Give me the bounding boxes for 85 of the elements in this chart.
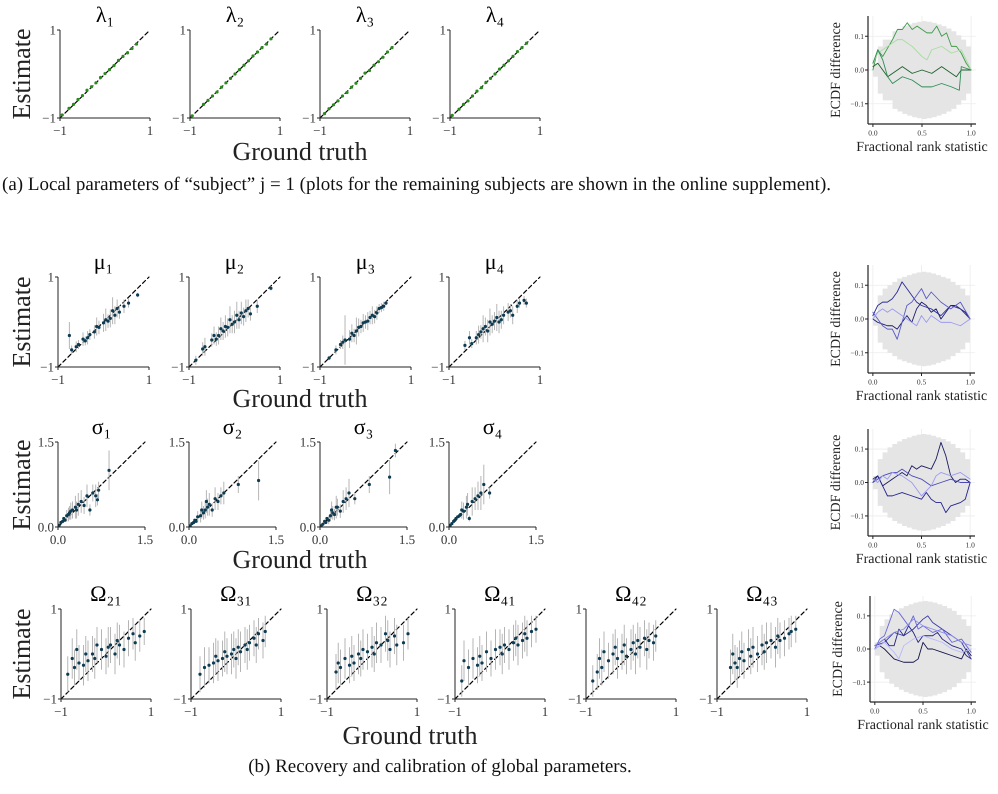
x-tick-label: 1	[408, 372, 414, 387]
y-tick-label: −1	[302, 110, 316, 126]
text: (a) Local parameters of “subject” j = 1 (plots for the remaining subjects are shown in the online supplement).	[2, 174, 832, 196]
y-axis-title: ECDF difference	[829, 434, 844, 530]
x-axis-title: Fractional rank statistic	[856, 552, 988, 567]
x-axis-title: Ground truth	[232, 384, 368, 413]
x-tick-label: 1	[542, 704, 548, 719]
x-tick-label: 1	[414, 704, 420, 719]
y-tick-label: −1	[171, 360, 185, 375]
x-axis-title: Fractional rank statistic	[857, 718, 989, 733]
chart-title: μ₄	[484, 249, 504, 274]
chart-title: σ₄	[482, 414, 502, 439]
y-axis-title: ECDF difference	[831, 601, 846, 697]
x-axis-title: Ground truth	[232, 137, 368, 166]
y-axis-title: ECDF difference	[829, 271, 844, 367]
y-tick-label: 1	[180, 602, 187, 617]
chart-title: λ₂	[226, 2, 244, 27]
y-tick-label: 0.0	[38, 520, 54, 535]
x-tick-label: 1	[276, 123, 284, 138]
y-tick-label: 0.0	[300, 520, 316, 535]
chart-title: Ω₃₁	[220, 581, 252, 606]
y-axis-title: Estimate	[7, 608, 36, 700]
y-tick-label: 1	[178, 270, 185, 285]
y-tick-label: 1	[444, 602, 451, 617]
chart-title: Ω₄₃	[746, 581, 778, 606]
x-tick-label: 1.5	[268, 532, 284, 547]
chart-title: λ₃	[356, 2, 374, 27]
x-tick-label: 1.5	[528, 532, 544, 547]
x-axis-title: Fractional rank statistic	[856, 389, 988, 404]
chart-title: μ₁	[94, 249, 114, 274]
x-tick-label: 1	[536, 372, 544, 387]
x-axis-title: Fractional rank statistic	[856, 140, 988, 155]
chart-title: μ₂	[224, 249, 244, 274]
x-tick-label: 1	[146, 372, 152, 387]
x-tick-label: 1	[146, 123, 154, 138]
y-axis-title: Estimate	[7, 440, 36, 530]
x-tick-label: −1	[579, 704, 593, 719]
y-tick-label: 1	[440, 22, 446, 38]
x-tick-label: 1	[148, 704, 154, 719]
chart-title: Ω₄₂	[615, 581, 647, 606]
y-tick-label: 1	[180, 22, 186, 38]
text: (b) Recovery and calibration of global parameters.	[247, 756, 633, 778]
y-tick-label: 1.5	[168, 434, 185, 450]
x-tick-label: 1	[672, 704, 680, 719]
y-tick-label: −1	[172, 110, 186, 126]
x-tick-label: 1.5	[398, 532, 416, 547]
y-axis-title: Estimate	[7, 276, 36, 368]
y-axis-title: ECDF difference	[829, 22, 844, 118]
chart-title: Ω₂₁	[90, 581, 122, 606]
chart-title: Ω₃₂	[356, 581, 388, 606]
y-tick-label: 0.0	[168, 520, 185, 535]
y-tick-label: −1	[431, 360, 445, 375]
x-tick-label: 1	[804, 704, 810, 719]
x-tick-label: −1	[710, 704, 724, 719]
chart-title: σ₁	[92, 414, 112, 439]
y-tick-label: −1	[302, 360, 316, 375]
x-tick-label: 1.5	[136, 532, 154, 547]
y-tick-label: 1	[50, 22, 56, 38]
y-tick-label: −1	[432, 110, 446, 126]
chart-title: σ₃	[354, 414, 374, 439]
x-tick-label: 1	[276, 372, 284, 387]
chart-title: Ω₄₁	[484, 581, 516, 606]
x-tick-label: −1	[320, 704, 334, 719]
x-axis-title: Ground truth	[232, 545, 368, 574]
chart-title: μ₃	[356, 249, 376, 274]
y-tick-label: 1	[310, 22, 316, 38]
x-tick-label: 1	[536, 123, 544, 138]
y-tick-label: 1	[316, 602, 323, 617]
x-axis-title: Ground truth	[342, 721, 478, 750]
y-axis-title: Estimate	[7, 28, 36, 120]
x-tick-label: 1	[406, 123, 414, 138]
x-tick-label: 1	[278, 704, 284, 719]
y-tick-label: 1	[50, 602, 57, 617]
chart-title: σ₂	[222, 414, 242, 439]
y-tick-label: −1	[40, 360, 54, 375]
y-tick-label: 1	[310, 270, 316, 285]
y-tick-label: −1	[42, 110, 56, 126]
y-tick-label: 1	[438, 270, 445, 285]
y-tick-label: 1.5	[38, 434, 54, 450]
chart-title: λ₄	[486, 2, 504, 27]
y-tick-label: 1.5	[300, 434, 316, 450]
y-tick-label: 1	[48, 270, 54, 285]
y-tick-label: 0.0	[428, 520, 445, 535]
y-tick-label: 1.5	[428, 434, 445, 450]
chart-title: λ₁	[96, 2, 114, 27]
